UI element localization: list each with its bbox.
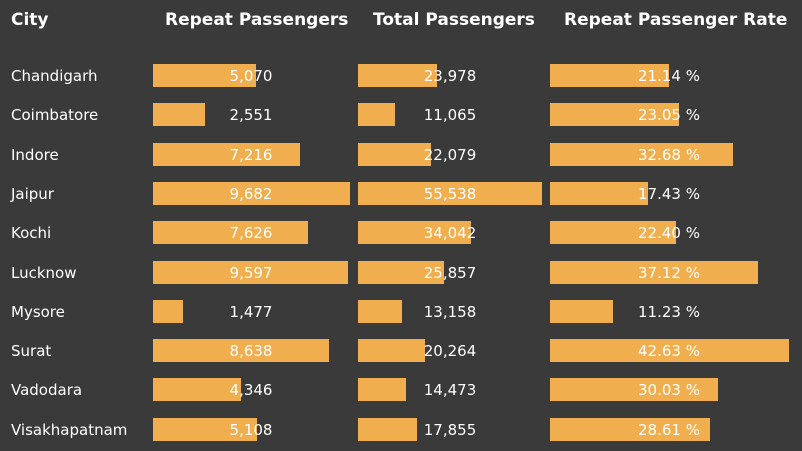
repeat-value: 2,551 — [229, 106, 273, 125]
total-data-bar — [358, 181, 542, 205]
repeat-value: 1,477 — [229, 302, 273, 321]
rate-value: 23.05 % — [638, 106, 700, 125]
rate-data-bar — [550, 142, 734, 166]
total-value: 23,978 — [423, 67, 477, 85]
rate-data-bar — [550, 64, 669, 87]
table-row: Jaipur 9,682 55,538 17.43 % — [0, 181, 802, 206]
repeat-data-bar — [153, 64, 257, 87]
total-data-bar — [358, 221, 471, 245]
table-row: Chandigarh 5,070 23,978 21.14 % — [0, 64, 802, 88]
rate-value: 21.14 % — [638, 67, 700, 85]
rate-value: 37.12 % — [638, 263, 700, 282]
total-value: 14,473 — [423, 381, 477, 400]
rate-data-bar — [550, 103, 680, 127]
rate-data-bar — [550, 417, 711, 441]
city-label: Lucknow — [11, 263, 77, 282]
city-label: Kochi — [11, 224, 52, 243]
column-header-city: City — [11, 10, 49, 30]
table-row: Lucknow 9,597 25,857 37.12 % — [0, 260, 802, 285]
column-header-total-passengers: Total Passengers — [373, 10, 535, 30]
city-label: Indore — [11, 145, 59, 164]
city-label: Mysore — [11, 302, 65, 321]
rate-value: 22.40 % — [638, 224, 700, 243]
repeat-value: 5,070 — [229, 67, 273, 85]
rate-value: 17.43 % — [638, 184, 700, 203]
total-data-bar — [358, 417, 418, 441]
total-data-bar — [358, 142, 432, 166]
repeat-data-bar — [153, 260, 349, 284]
city-label: Chandigarh — [11, 67, 98, 85]
rate-value: 11.23 % — [638, 302, 700, 321]
table-row: Indore 7,216 22,079 32.68 % — [0, 142, 802, 167]
rate-data-bar — [550, 299, 613, 323]
table-row: Coimbatore 2,551 11,065 23.05 % — [0, 103, 802, 127]
repeat-value: 7,216 — [229, 145, 273, 164]
repeat-value: 8,638 — [229, 342, 273, 361]
city-label: Surat — [11, 342, 52, 361]
city-label: Visakhapatnam — [11, 420, 128, 439]
repeat-value: 9,682 — [229, 184, 273, 203]
total-data-bar — [358, 378, 406, 402]
total-value: 22,079 — [423, 145, 477, 164]
total-value: 13,158 — [423, 302, 477, 321]
total-data-bar — [358, 260, 444, 284]
rate-data-bar — [550, 181, 648, 205]
total-value: 55,538 — [423, 184, 477, 203]
column-header-repeat-passengers: Repeat Passengers — [165, 10, 349, 30]
total-data-bar — [358, 339, 426, 363]
repeat-data-bar — [153, 142, 300, 166]
rate-data-bar — [550, 339, 789, 363]
column-header-repeat-passenger-rate: Repeat Passenger Rate — [564, 10, 788, 30]
rate-value: 28.61 % — [638, 420, 700, 439]
city-label: Jaipur — [11, 184, 54, 203]
repeat-value: 9,597 — [229, 263, 273, 282]
repeat-data-bar — [153, 181, 350, 205]
rate-data-bar — [550, 221, 676, 245]
rate-data-bar — [550, 378, 719, 402]
city-label: Vadodara — [11, 381, 83, 400]
repeat-data-bar — [153, 103, 205, 127]
total-value: 11,065 — [423, 106, 477, 125]
repeat-value: 4,346 — [229, 381, 273, 400]
rate-value: 32.68 % — [638, 145, 700, 164]
total-data-bar — [358, 299, 402, 323]
total-data-bar — [358, 103, 395, 127]
repeat-data-bar — [153, 221, 309, 245]
repeat-data-bar — [153, 299, 184, 323]
rate-value: 30.03 % — [638, 381, 700, 400]
city-label: Coimbatore — [11, 106, 99, 125]
rate-value: 42.63 % — [638, 342, 700, 361]
total-value: 17,855 — [423, 420, 477, 439]
rate-data-bar — [550, 260, 759, 284]
repeat-data-bar — [153, 339, 329, 363]
total-value: 34,042 — [423, 224, 477, 243]
total-data-bar — [358, 64, 438, 87]
table-row: Kochi 7,626 34,042 22.40 % — [0, 221, 802, 245]
repeat-value: 5,108 — [229, 420, 273, 439]
table-row: Vadodara 4,346 14,473 30.03 % — [0, 378, 802, 402]
repeat-data-bar — [153, 378, 242, 402]
repeat-value: 7,626 — [229, 224, 273, 243]
repeat-data-bar — [153, 417, 257, 441]
table-row: Visakhapatnam 5,108 17,855 28.61 % — [0, 417, 802, 442]
table-row: Mysore 1,477 13,158 11.23 % — [0, 299, 802, 324]
total-value: 25,857 — [423, 263, 477, 282]
table-row: Surat 8,638 20,264 42.63 % — [0, 339, 802, 363]
total-value: 20,264 — [423, 342, 477, 361]
